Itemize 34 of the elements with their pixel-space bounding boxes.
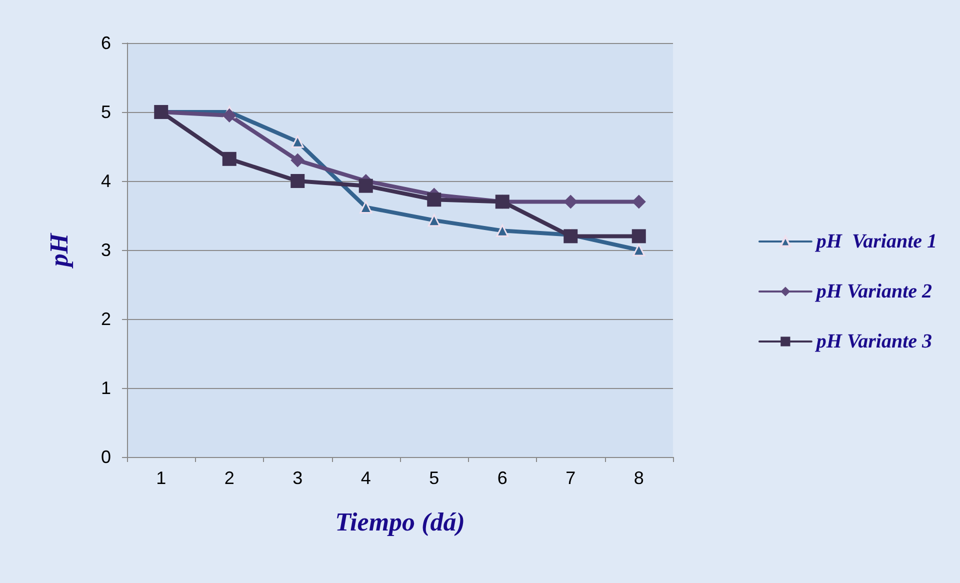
point — [222, 152, 236, 166]
x-tick-label: 1 — [156, 468, 166, 488]
point — [290, 174, 305, 188]
x-tick-label: 2 — [224, 468, 234, 488]
x-axis-title: Tiempo (dá) — [335, 508, 465, 536]
point — [290, 153, 305, 168]
y-tick-label: 1 — [100, 378, 111, 398]
y-tick-label: 2 — [100, 309, 111, 329]
x-tick-label: 6 — [497, 468, 508, 488]
y-tick-label: 5 — [100, 102, 111, 122]
point — [564, 194, 578, 209]
point — [360, 200, 372, 214]
y-axis-title: pH — [44, 232, 74, 269]
legend-label: pH Variante 1 — [814, 230, 937, 252]
x-tick-label: 3 — [292, 468, 303, 488]
point — [291, 135, 304, 148]
legend-label: pH Variante 2 — [814, 280, 932, 302]
x-tick-label: 4 — [360, 468, 371, 488]
x-tick-label: 5 — [429, 468, 440, 488]
y-tick-label: 4 — [100, 171, 111, 191]
y-tick-label: 3 — [100, 240, 111, 260]
point — [632, 194, 646, 209]
point — [427, 192, 442, 207]
point — [632, 244, 646, 256]
x-tick-label: 8 — [634, 468, 644, 488]
x-tick-label: 7 — [566, 468, 576, 488]
y-tick-label: 6 — [100, 33, 111, 53]
point — [222, 108, 236, 122]
point — [428, 214, 440, 227]
point — [358, 178, 373, 193]
y-tick-label: 0 — [100, 447, 111, 467]
point — [496, 224, 509, 237]
legend-label: pH Variante 3 — [814, 330, 932, 352]
point — [632, 229, 646, 244]
